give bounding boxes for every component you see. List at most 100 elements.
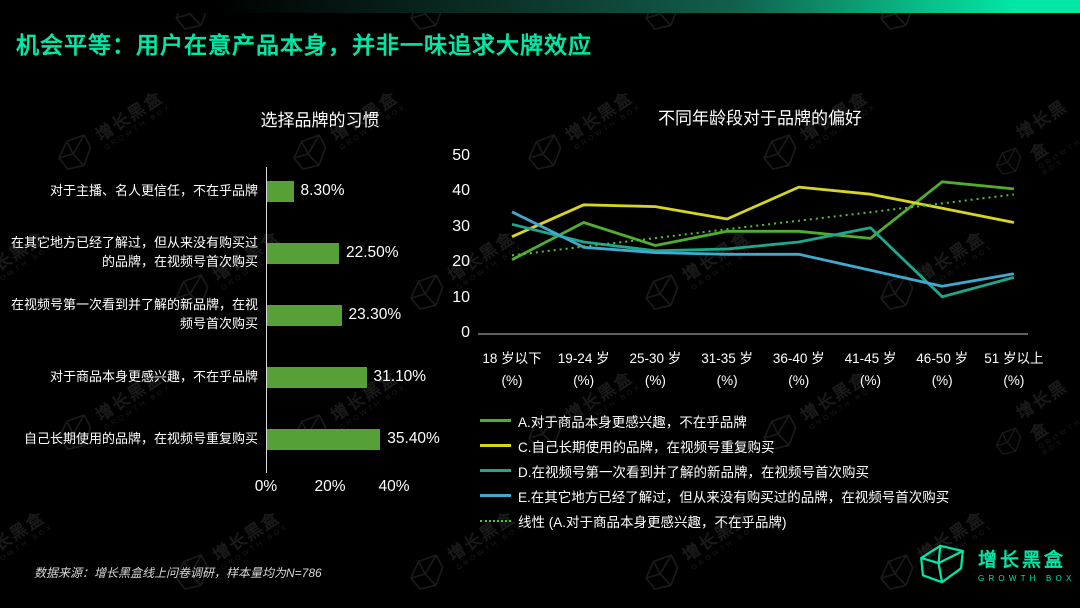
x-category-range: 36-40 岁	[772, 351, 825, 366]
x-category-unit: (%)	[716, 372, 738, 388]
series-line	[511, 193, 1015, 257]
legend-swatch	[480, 444, 511, 447]
x-category-range: 31-35 岁	[701, 351, 753, 366]
x-category-label: 19-24 岁 (%)	[544, 348, 624, 391]
legend-item: E.在其它地方已经了解过，但从来没有购买过的品牌，在视频号首次购买	[480, 483, 949, 508]
top-accent-bar	[0, 0, 1080, 13]
bar-value-label: 22.50%	[346, 244, 399, 261]
watermark-box-icon	[410, 554, 444, 590]
legend-label: D.在视频号第一次看到并了解的新品牌，在视频号首次购买	[518, 464, 869, 480]
bar-zone: 22.50%	[267, 242, 444, 264]
bar-category-label: 在其它地方已经了解过，但从来没有购买过的品牌，在视频号首次购买	[10, 235, 258, 269]
bar-value-label: 23.30%	[348, 306, 402, 323]
series-line	[511, 210, 1015, 288]
x-category-label: 51 岁以上 (%)	[974, 348, 1054, 391]
x-category-label: 36-40 岁 (%)	[759, 348, 839, 391]
x-category-label: 31-35 岁 (%)	[687, 348, 767, 391]
logo-box-icon	[920, 544, 964, 584]
bar-chart-row: 在其它地方已经了解过，但从来没有购买过的品牌，在视频号首次购买 22.50%	[8, 222, 444, 284]
x-category-unit: (%)	[788, 372, 810, 388]
y-tick-label: 40	[452, 182, 470, 200]
legend-swatch	[480, 494, 511, 497]
bar-category-label: 对于主播、名人更信任，不在乎品牌	[49, 182, 258, 198]
x-category-range: 51 岁以上	[984, 351, 1044, 366]
x-category-unit: (%)	[573, 372, 595, 388]
bar	[267, 242, 339, 264]
bar-value-label: 35.40%	[387, 430, 440, 447]
bar-chart-row: 对于主播、名人更信任，不在乎品牌 8.30%	[8, 160, 444, 222]
bar	[267, 428, 381, 450]
series-line	[511, 185, 1015, 238]
x-category-label: 18 岁以下 (%)	[472, 348, 552, 391]
legend-item: A.对于商品本身更感兴趣，不在乎品牌	[480, 408, 949, 433]
legend-swatch	[480, 419, 511, 422]
legend-label: 线性 (A.对于商品本身更感兴趣，不在乎品牌)	[518, 514, 787, 530]
bar	[267, 304, 342, 326]
x-category-label: 46-50 岁 (%)	[902, 348, 982, 391]
bar-value-label: 8.30%	[300, 182, 345, 199]
legend-label: E.在其它地方已经了解过，但从来没有购买过的品牌，在视频号首次购买	[518, 489, 950, 505]
y-tick-label: 0	[461, 324, 470, 341]
x-category-label: 41-45 岁 (%)	[831, 348, 911, 391]
logo: 增长黑盒 GROWTH BOX	[916, 542, 1076, 586]
bar-x-tick-label: 20%	[314, 478, 346, 495]
legend-swatch	[480, 519, 511, 522]
bar-value-label: 31.10%	[373, 368, 427, 385]
watermark-box-icon	[995, 427, 1022, 455]
bar-chart-row: 自己长期使用的品牌，在视频号重复购买 35.40%	[8, 408, 444, 470]
bar-category-label: 在视频号第一次看到并了解的新品牌，在视频号首次购买	[10, 297, 258, 331]
x-category-unit: (%)	[931, 372, 953, 388]
bar-x-tick-label: 40%	[378, 478, 410, 495]
line-chart-legend: A.对于商品本身更感兴趣，不在乎品牌 C.自己长期使用的品牌，在视频号重复购买 D.…	[480, 408, 949, 533]
source-note: 数据来源：增长黑盒线上问卷调研，样本量均为N=786	[34, 566, 322, 580]
bar	[267, 366, 367, 388]
bar-category-label: 自己长期使用的品牌，在视频号重复购买	[23, 430, 258, 446]
bar-chart: 对于主播、名人更信任，不在乎品牌 8.30% 在其它地方已经了解过，但从来没有购买过…	[8, 160, 444, 470]
bar	[267, 180, 294, 202]
page-title: 机会平等：用户在意产品本身，并非一味追求大牌效应	[16, 32, 592, 58]
bar-chart-row: 对于商品本身更感兴趣，不在乎品牌 31.10%	[8, 346, 444, 408]
y-tick-label: 30	[452, 217, 470, 235]
bar-chart-axis-line	[266, 167, 267, 473]
x-category-unit: (%)	[644, 372, 666, 388]
x-category-range: 19-24 岁	[557, 351, 610, 366]
legend-item: D.在视频号第一次看到并了解的新品牌，在视频号首次购买	[480, 458, 949, 483]
bar-zone: 8.30%	[267, 180, 444, 202]
legend-swatch	[480, 469, 511, 472]
x-category-range: 18 岁以下	[482, 351, 542, 366]
x-category-unit: (%)	[1003, 372, 1025, 388]
y-tick-label: 50	[452, 147, 470, 164]
x-category-range: 46-50 岁	[916, 351, 969, 366]
legend-item: C.自己长期使用的品牌，在视频号重复购买	[480, 433, 949, 458]
legend-label: C.自己长期使用的品牌，在视频号重复购买	[518, 439, 775, 455]
logo-text-en: GROWTH BOX	[978, 574, 1076, 583]
x-category-unit: (%)	[501, 372, 523, 388]
bar-zone: 31.10%	[267, 366, 444, 388]
bar-chart-row: 在视频号第一次看到并了解的新品牌，在视频号首次购买 23.30%	[8, 284, 444, 346]
bar-zone: 35.40%	[267, 428, 444, 450]
series-line	[511, 180, 1015, 261]
x-category-label: 25-30 岁 (%)	[615, 348, 695, 391]
y-tick-label: 10	[452, 288, 470, 306]
watermark-box-icon	[645, 554, 679, 590]
bar-chart-title: 选择品牌的习惯	[260, 111, 380, 130]
x-category-range: 41-45 岁	[844, 351, 897, 366]
bar-zone: 23.30%	[267, 304, 444, 326]
x-category-unit: (%)	[860, 372, 881, 388]
legend-label: A.对于商品本身更感兴趣，不在乎品牌	[518, 414, 747, 430]
bar-x-tick-label: 0%	[254, 478, 278, 495]
bar-category-label: 对于商品本身更感兴趣，不在乎品牌	[49, 368, 258, 384]
logo-text: 增长黑盒 GROWTH BOX	[978, 545, 1076, 583]
series-line	[511, 222, 1015, 299]
line-chart-title: 不同年龄段对于品牌的偏好	[658, 109, 862, 128]
legend-item: 线性 (A.对于商品本身更感兴趣，不在乎品牌)	[480, 508, 949, 533]
x-category-range: 25-30 岁	[629, 351, 682, 366]
line-chart-plot	[478, 180, 1028, 335]
y-tick-label: 20	[452, 253, 470, 271]
logo-text-cn: 增长黑盒	[978, 550, 1067, 571]
